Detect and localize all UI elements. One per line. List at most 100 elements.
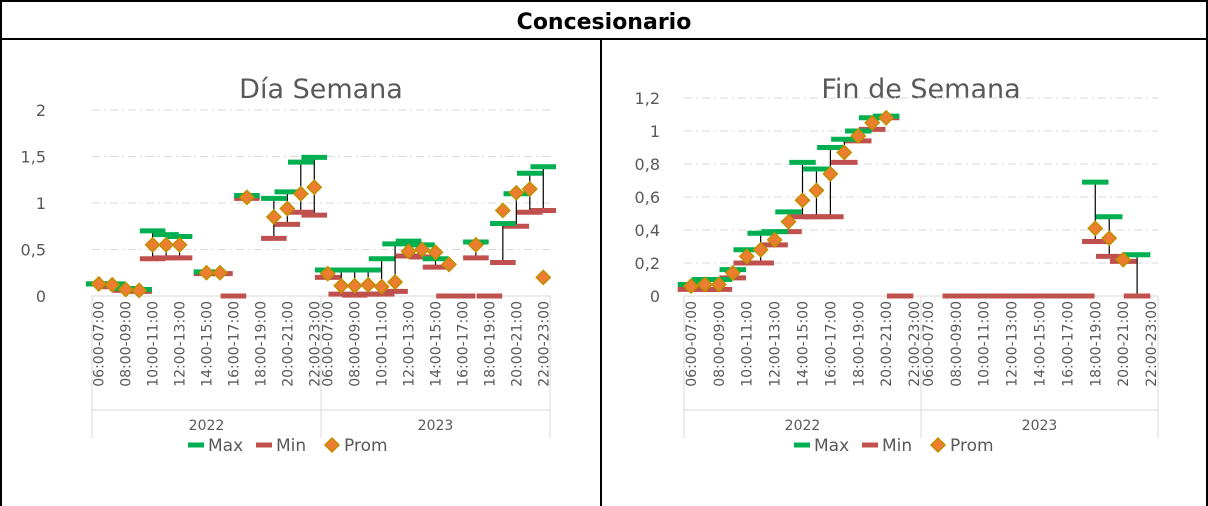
x-tick-label: 22:00-23:00 xyxy=(1144,301,1160,387)
prom-marker xyxy=(427,244,444,261)
prom-marker xyxy=(238,189,255,206)
prom-marker xyxy=(535,269,552,286)
prom-marker xyxy=(696,276,713,293)
y-tick-label: 0,8 xyxy=(635,155,660,174)
y-tick-label: 1 xyxy=(36,194,46,213)
x-tick-label: 22:00-23:00 xyxy=(536,301,552,387)
x-tick-label: 18:00-19:00 xyxy=(851,301,867,387)
x-tick-label: 16:00-17:00 xyxy=(455,301,471,387)
y-tick-label: 0,5 xyxy=(21,241,46,260)
x-tick-label: 20:00-21:00 xyxy=(280,301,296,387)
prom-marker xyxy=(836,144,853,161)
page-title: Concesionario xyxy=(516,10,692,35)
legend-label: Prom xyxy=(344,436,388,456)
prom-marker xyxy=(131,282,148,299)
prom-marker xyxy=(265,208,282,226)
prom-marker xyxy=(279,200,296,217)
frame-border-right xyxy=(1206,0,1208,506)
prom-marker xyxy=(1101,230,1118,247)
prom-marker xyxy=(158,236,175,253)
prom-marker xyxy=(724,264,741,281)
prom-marker xyxy=(794,192,811,209)
x-tick-label: 12:00-13:00 xyxy=(173,301,189,387)
x-tick-label: 08:00-09:00 xyxy=(119,301,135,387)
x-tick-label: 14:00-15:00 xyxy=(200,301,216,387)
x-tick-label: 12:00-13:00 xyxy=(402,301,418,387)
prom-marker xyxy=(738,248,755,265)
legend-label: Min xyxy=(276,436,306,456)
prom-marker xyxy=(766,231,783,248)
prom-marker xyxy=(878,109,895,126)
prom-marker xyxy=(333,277,350,294)
x-tick-label: 18:00-19:00 xyxy=(482,301,498,387)
group-label: 2022 xyxy=(785,418,821,434)
prom-marker xyxy=(752,241,769,258)
prom-marker xyxy=(198,264,215,281)
chart-fin-de-semana: Fin de Semana 0 0,2 0,4 0,6 0,8 1 1,2 06:00-07:0… xyxy=(635,74,1160,456)
y-tick-label: 1 xyxy=(650,122,660,141)
x-tick-label: 12:00-13:00 xyxy=(768,301,784,387)
x-tick-label: 06:00-07:00 xyxy=(921,301,937,387)
legend-label: Min xyxy=(882,436,912,456)
chart-title: Fin de Semana xyxy=(821,74,1020,105)
y-tick-label: 1,5 xyxy=(21,148,46,167)
prom-marker xyxy=(306,179,323,196)
y-tick-label: 1,2 xyxy=(635,89,660,108)
prom-marker xyxy=(413,241,431,258)
x-tick-label: 08:00-09:00 xyxy=(949,301,965,387)
x-tick-label: 10:00-11:00 xyxy=(146,301,162,387)
x-tick-label: 06:00-07:00 xyxy=(684,301,700,387)
prom-marker xyxy=(319,265,336,282)
prom-marker xyxy=(387,273,404,291)
prom-marker xyxy=(682,278,700,295)
y-tick-label: 0,2 xyxy=(635,254,660,273)
chart-title: Día Semana xyxy=(239,74,403,105)
x-tick-label: 08:00-09:00 xyxy=(348,301,364,387)
y-tick-label: 0 xyxy=(36,287,46,306)
prom-marker xyxy=(780,213,797,230)
header-divider xyxy=(0,38,1208,40)
panel-divider xyxy=(600,38,602,506)
prom-marker xyxy=(440,256,458,273)
legend-label: Max xyxy=(208,436,243,456)
y-tick-label: 0 xyxy=(650,287,660,306)
prom-marker xyxy=(346,277,363,294)
prom-marker xyxy=(292,185,309,202)
x-tick-label: 14:00-15:00 xyxy=(796,301,812,387)
x-tick-label: 22:00-23:00 xyxy=(307,301,323,387)
x-tick-label: 18:00-19:00 xyxy=(253,301,269,387)
x-tick-label: 16:00-17:00 xyxy=(823,301,839,387)
prom-marker xyxy=(400,243,417,260)
prom-marker xyxy=(211,264,229,281)
prom-marker xyxy=(808,182,825,199)
prom-marker xyxy=(360,276,377,293)
prom-marker xyxy=(864,114,881,131)
x-tick-label: 16:00-17:00 xyxy=(1060,301,1076,387)
group-label: 2022 xyxy=(189,418,225,434)
x-tick-label: 20:00-21:00 xyxy=(1116,301,1132,387)
x-tick-label: 10:00-11:00 xyxy=(375,301,391,387)
legend-prom-swatch xyxy=(323,436,341,454)
frame-border-left xyxy=(0,0,2,506)
y-tick-label: 2 xyxy=(36,101,46,120)
x-tick-label: 18:00-19:00 xyxy=(1088,301,1104,387)
x-tick-label: 10:00-11:00 xyxy=(977,301,993,387)
x-tick-label: 14:00-15:00 xyxy=(429,301,445,387)
prom-marker xyxy=(521,180,538,198)
x-tick-label: 20:00-21:00 xyxy=(879,301,895,387)
legend-label: Prom xyxy=(950,436,994,456)
prom-marker xyxy=(494,202,511,219)
x-tick-label: 08:00-09:00 xyxy=(712,301,728,387)
chart-dia-semana: Día Semana 0 0,5 1 1,5 2 06:00-07:00 08:00-09:0… xyxy=(21,74,557,456)
x-tick-label: 14:00-15:00 xyxy=(1033,301,1049,387)
frame-border-top xyxy=(0,0,1208,2)
x-tick-label: 22:00-23:00 xyxy=(907,301,923,387)
x-tick-label: 06:00-07:00 xyxy=(92,301,108,387)
prom-marker xyxy=(508,184,525,201)
prom-marker xyxy=(710,276,727,293)
prom-marker xyxy=(467,236,484,253)
prom-marker xyxy=(1115,251,1132,268)
x-tick-label: 10:00-11:00 xyxy=(740,301,756,387)
y-tick-label: 0,6 xyxy=(635,188,660,207)
group-label: 2023 xyxy=(1022,418,1058,434)
